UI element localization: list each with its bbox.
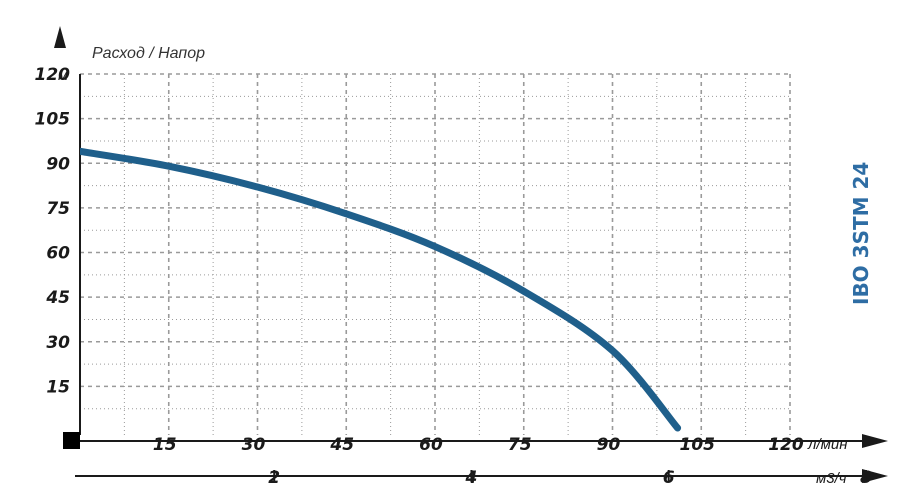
x-axis-arrow-icon [862,434,888,448]
x-tick-label: 120 [768,435,804,455]
x2-axis-arrow-icon [862,469,888,483]
x2-tick-label: 6 [663,468,675,488]
y-unit-label: м [58,67,68,84]
x-tick-label: 75 [508,435,532,455]
x2-tick-label: 8 [860,468,872,488]
y-tick-label: 75 [46,199,70,219]
x-tick-labels: 15 30 45 60 75 90 105 120 [153,435,804,455]
x2-unit-label: м3/ч [816,470,847,487]
x-tick-label: 105 [680,435,716,455]
y-tick-label: 30 [46,333,70,353]
y-tick-label: 45 [45,288,70,308]
y-tick-labels: 15 30 45 60 75 90 105 120 [35,65,71,397]
x-tick-label: 60 [419,435,443,455]
series-curve-line [80,147,682,432]
y-axis-arrow-icon [54,26,66,48]
y-tick-label: 15 [46,377,70,397]
x-tick-label: 90 [597,435,621,455]
x2-tick-label: 2 [268,468,280,488]
x-unit-label: л/мин [807,436,848,453]
origin-marker [63,432,80,449]
x-tick-label: 45 [329,435,354,455]
y-tick-label: 105 [35,110,71,130]
y-axis-title: Расход / Напор [92,45,205,62]
x2-tick-label: 4 [465,468,478,488]
x-tick-label: 15 [153,435,177,455]
y-tick-label: 60 [46,244,70,264]
model-label: IBO 3STM 24 [849,162,873,305]
x-tick-label: 30 [242,435,266,455]
x2-tick-labels: 2 4 6 8 [268,468,872,488]
y-tick-label: 90 [46,154,70,174]
y-tick-label: 120 [35,65,71,85]
grid [80,73,791,435]
